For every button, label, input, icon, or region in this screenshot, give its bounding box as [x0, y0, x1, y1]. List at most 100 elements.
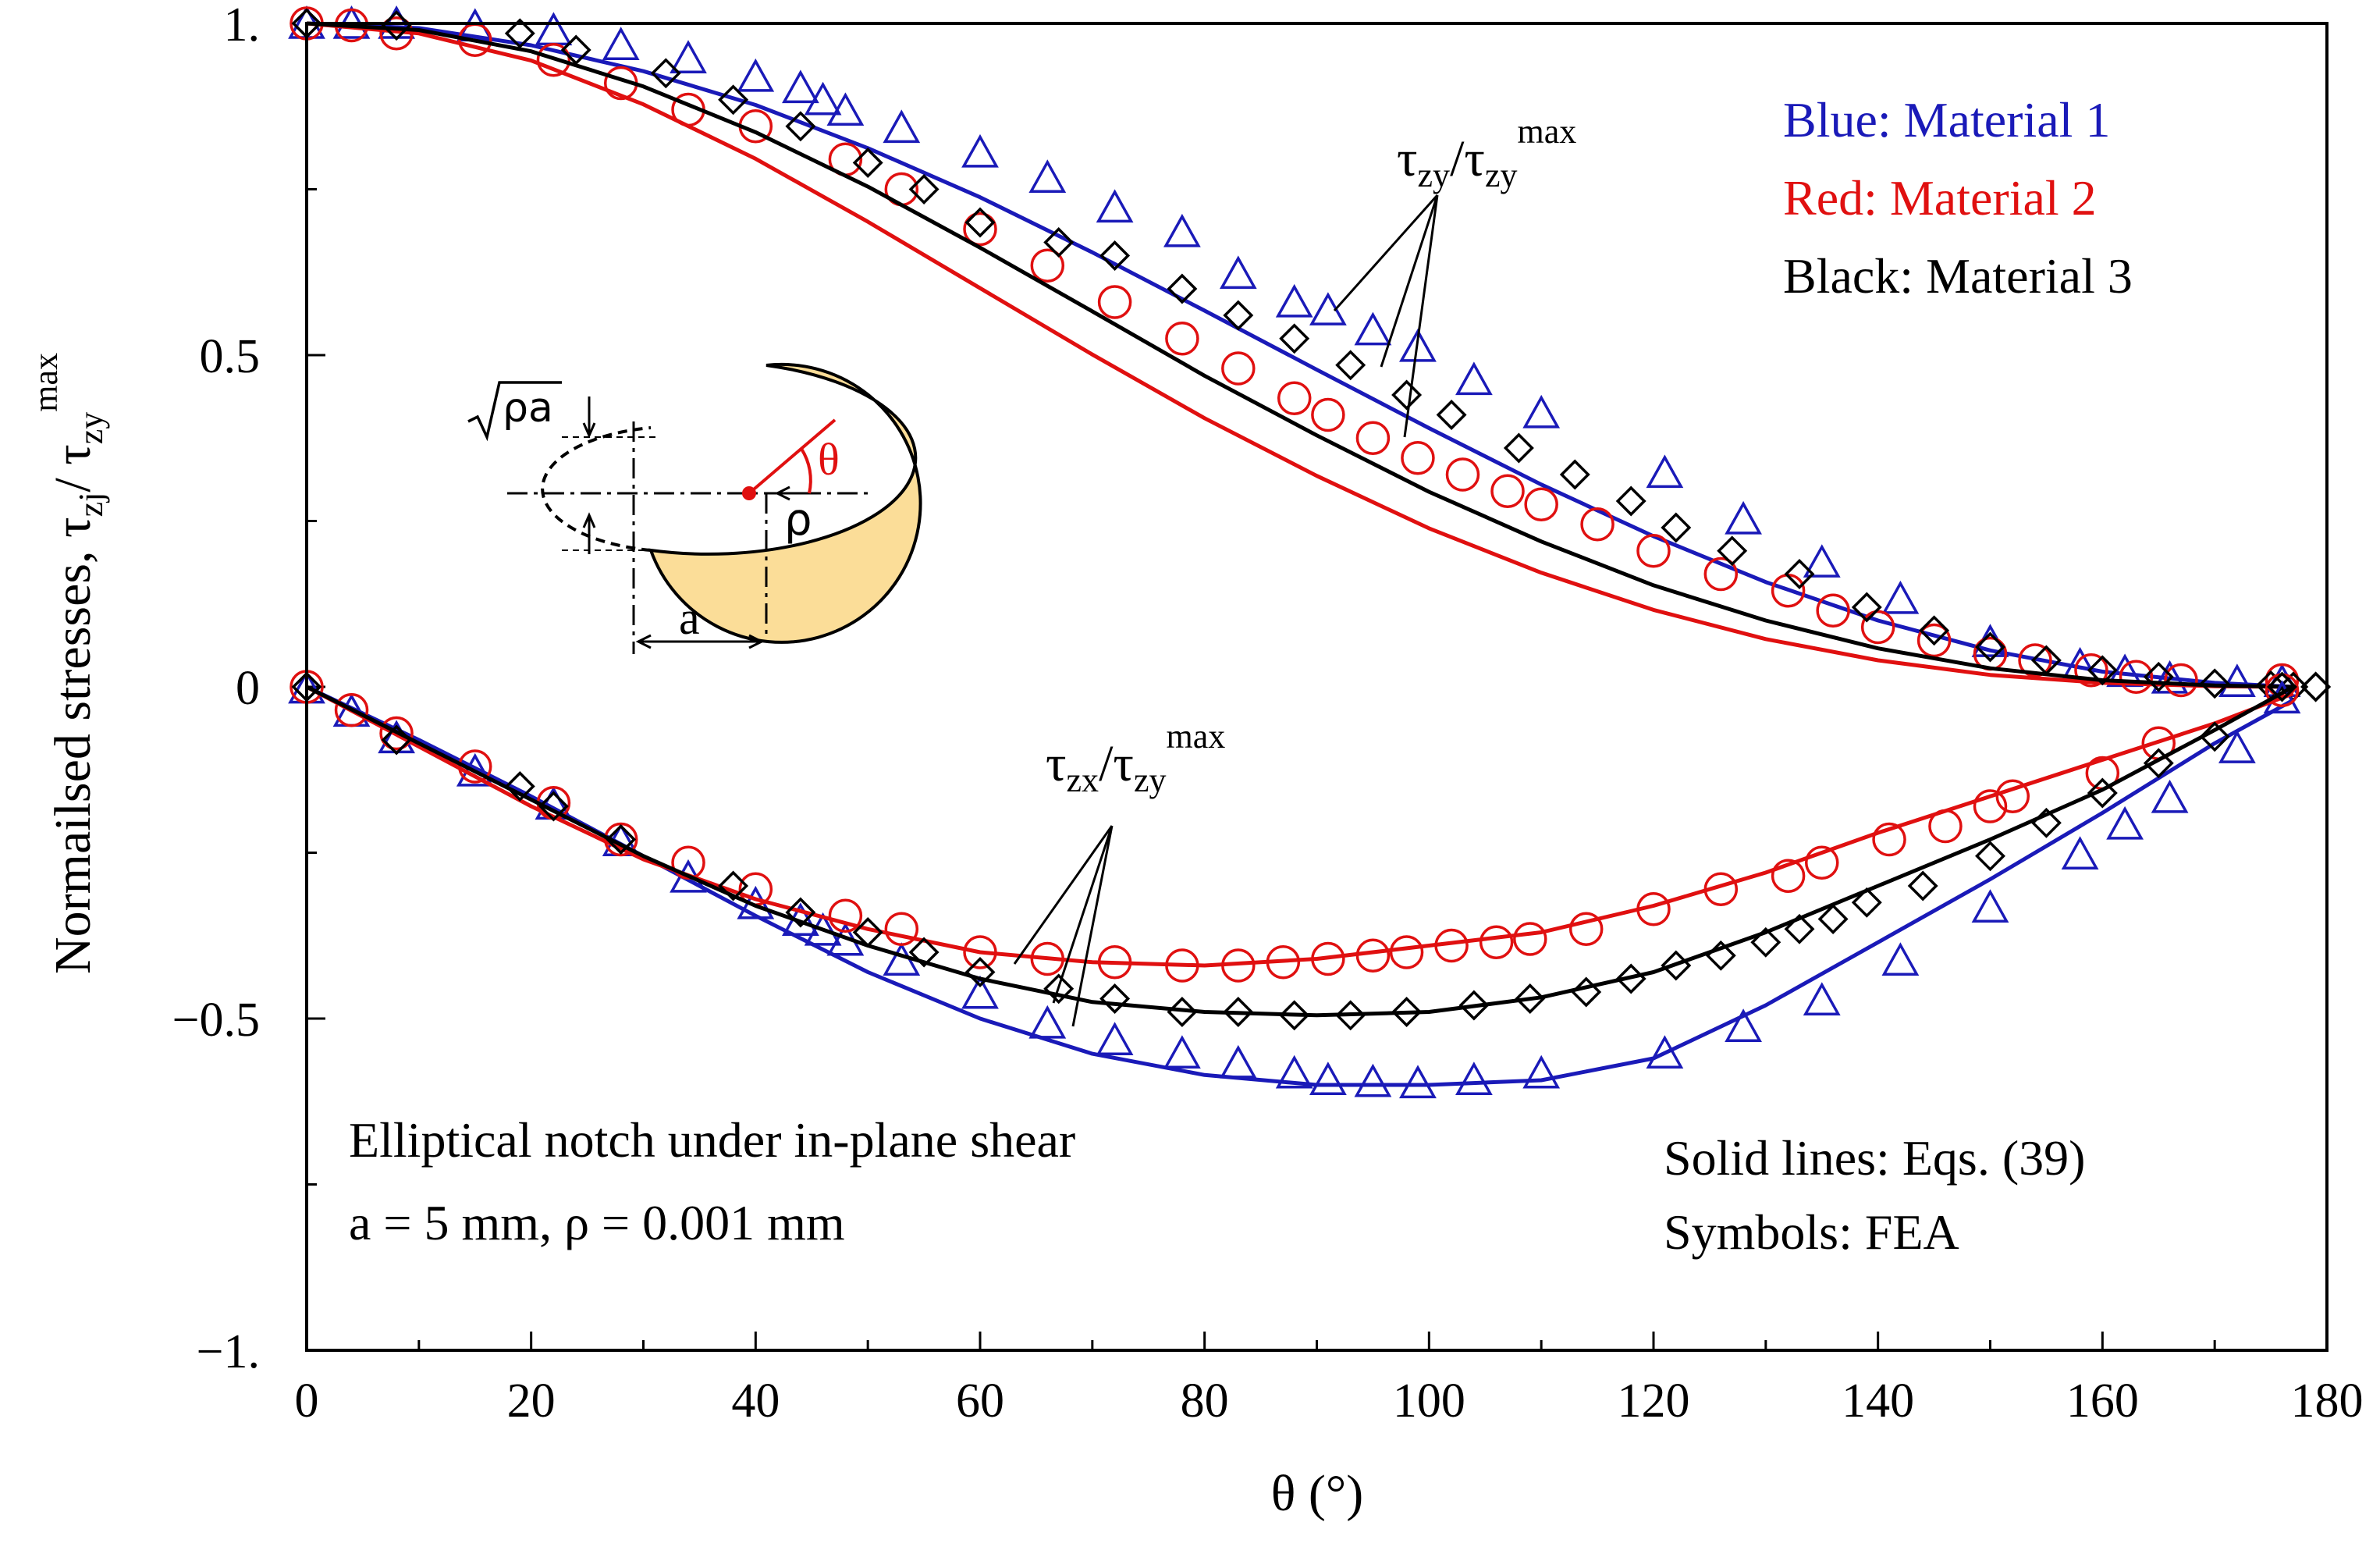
x-tick-label: 180	[2291, 1374, 2364, 1428]
data-point	[964, 207, 996, 238]
x-tick-label: 20	[507, 1374, 556, 1428]
data-point	[1455, 1061, 1493, 1095]
data-point	[1973, 789, 2008, 823]
data-point	[963, 212, 997, 247]
data-point	[1279, 323, 1310, 354]
notch-a-dimension	[635, 634, 765, 649]
data-point	[381, 10, 412, 41]
data-point	[1458, 990, 1490, 1021]
data-point	[1661, 512, 1692, 543]
data-point	[1223, 997, 1254, 1027]
data-point	[737, 58, 775, 92]
data-point	[379, 16, 414, 51]
data-point	[1275, 283, 1313, 318]
data-point	[1881, 580, 1920, 614]
data-point	[1167, 997, 1198, 1027]
tzy-sup: max	[1517, 112, 1576, 151]
data-point	[1646, 454, 1684, 489]
series-4	[290, 670, 2300, 983]
data-point	[804, 912, 842, 946]
data-point	[908, 937, 940, 968]
y-label-sub2: zy	[72, 412, 110, 445]
data-point	[1995, 779, 2030, 813]
data-point	[1436, 400, 1467, 430]
data-point	[1490, 474, 1525, 508]
data-point	[1279, 1000, 1310, 1031]
data-point	[381, 724, 412, 756]
y-label-slash: /	[44, 465, 101, 493]
series-2	[291, 8, 2332, 702]
data-point	[1097, 945, 1132, 980]
notch-tip-point	[742, 486, 756, 500]
series-line	[306, 21, 2293, 689]
data-point	[670, 40, 707, 73]
data-point	[852, 917, 883, 948]
x-axis-label: θ (°)	[1271, 1465, 1363, 1522]
data-point	[718, 84, 749, 116]
data-point	[1030, 941, 1065, 976]
data-point	[1455, 361, 1493, 396]
data-point	[1355, 938, 1391, 973]
data-point	[908, 174, 940, 204]
data-point	[1503, 432, 1534, 464]
data-point	[1335, 1000, 1366, 1031]
data-point	[1803, 544, 1841, 578]
data-point	[1860, 610, 1895, 645]
data-point	[606, 824, 637, 855]
data-point	[828, 898, 863, 933]
data-point	[1445, 457, 1480, 492]
notch-dashed-half-ellipse	[541, 426, 652, 552]
data-point	[804, 81, 842, 116]
y-tick-label: 1.	[224, 0, 261, 52]
tzx-sub2: zy	[1134, 761, 1167, 799]
data-point	[1335, 350, 1366, 381]
data-point	[1030, 248, 1065, 283]
data-point	[785, 897, 816, 928]
data-point	[1703, 557, 1739, 592]
data-point	[852, 148, 883, 178]
method-line-2: Symbols: FEA	[1664, 1204, 1959, 1260]
y-label-prefix: Normailsed stresses,	[44, 538, 101, 974]
data-point	[1028, 1005, 1067, 1039]
tzx-sup: max	[1166, 717, 1225, 756]
data-point	[1223, 300, 1254, 331]
data-point	[1851, 887, 1882, 918]
data-point	[1401, 441, 1435, 475]
data-point	[1816, 593, 1850, 628]
data-point	[1399, 328, 1437, 362]
data-point	[1277, 381, 1312, 415]
data-point	[1311, 941, 1345, 976]
tick-labels: 0 20 40 60 80 100 120 140 160 180 1. 0.5 0 −0.5 −1.	[172, 0, 2364, 1428]
series-5	[291, 671, 2332, 1031]
data-point	[961, 133, 999, 168]
x-tick-label: 100	[1393, 1374, 1465, 1428]
data-point	[1275, 1054, 1313, 1089]
data-point	[1771, 859, 1806, 893]
data-point	[883, 109, 921, 144]
data-point	[2106, 805, 2144, 840]
data-point	[1851, 592, 1882, 623]
inset-theta-label: θ	[818, 434, 840, 485]
tzy-sub1: zy	[1418, 156, 1451, 194]
data-point	[1167, 273, 1198, 304]
legend-entry-material-3: Black: Material 3	[1783, 248, 2133, 304]
tzy-sub2: zy	[1485, 156, 1518, 194]
data-point	[504, 771, 535, 802]
data-point	[1099, 240, 1131, 271]
data-point	[1725, 1008, 1762, 1042]
data-point	[603, 822, 638, 857]
inset-sqrt-label: ρa	[503, 385, 553, 432]
y-label-sub1: zj	[72, 493, 110, 517]
data-point	[1163, 1035, 1201, 1069]
tzx-leader-lines	[1013, 825, 1114, 1027]
series-line	[306, 21, 2293, 689]
data-point	[1636, 534, 1671, 568]
data-point	[2300, 671, 2332, 702]
notch-theta-ray	[748, 418, 837, 495]
data-point	[884, 912, 919, 946]
data-point	[2087, 777, 2118, 809]
data-point	[826, 92, 865, 126]
data-point	[2143, 748, 2174, 779]
